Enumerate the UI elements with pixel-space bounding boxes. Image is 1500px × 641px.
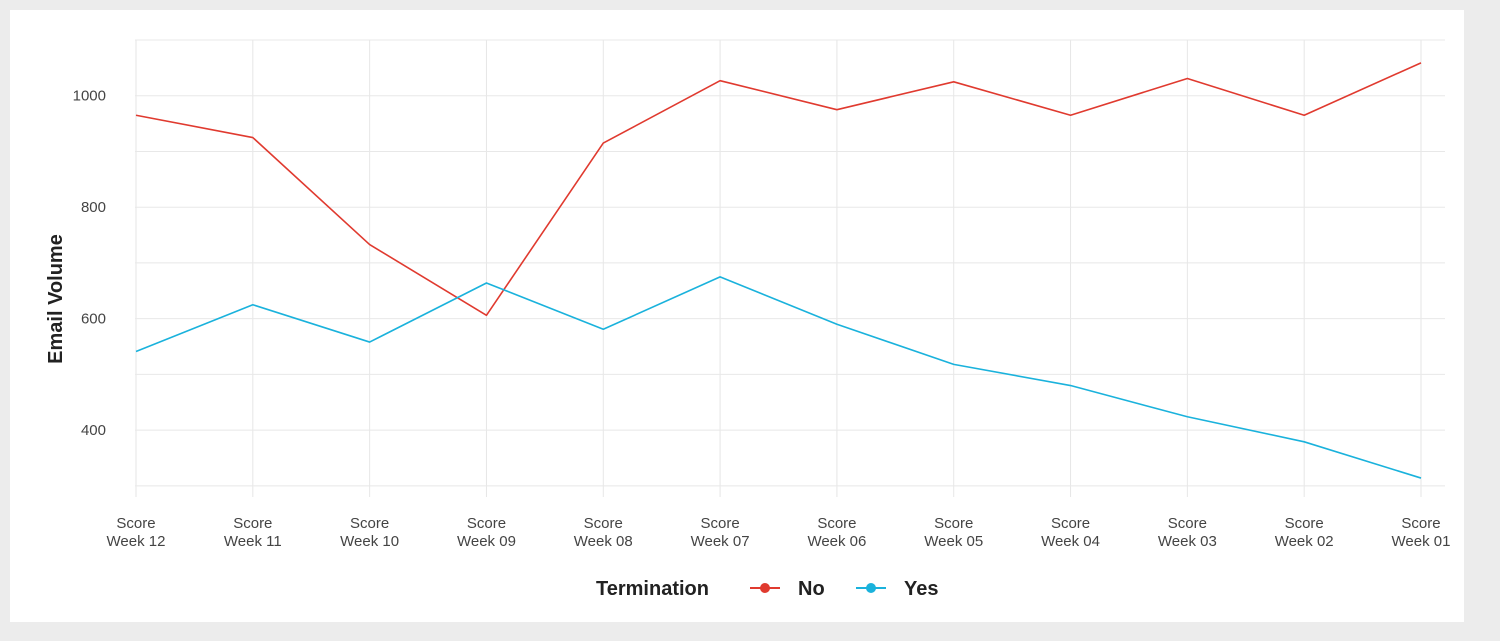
- legend-item-no: No: [750, 578, 825, 600]
- x-tick-label: Score Week 03: [1158, 515, 1217, 550]
- x-tick-label: Score Week 09: [457, 515, 516, 550]
- y-axis-label: Email Volume: [45, 234, 67, 364]
- legend-key-dot: [760, 583, 770, 593]
- x-tick-label: Score Week 07: [691, 515, 750, 550]
- legend-label: Yes: [904, 578, 938, 600]
- y-tick-label: 400: [81, 422, 106, 439]
- x-tick-label: Score Week 05: [924, 515, 983, 550]
- series-lines: [135, 62, 1422, 479]
- x-tick-label: Score Week 01: [1392, 515, 1451, 550]
- series-line-yes: [135, 276, 1422, 479]
- legend-item-yes: Yes: [856, 578, 938, 600]
- grid-lines: [135, 39, 1445, 497]
- x-tick-label: Score Week 12: [107, 515, 166, 550]
- x-tick-label: Score Week 08: [574, 515, 633, 550]
- y-tick-label: 800: [81, 199, 106, 216]
- y-tick-label: 600: [81, 311, 106, 328]
- legend: Termination No Yes: [596, 578, 938, 600]
- legend-title: Termination: [596, 578, 709, 600]
- y-axis-ticks: 400 600 800 1000: [73, 88, 106, 439]
- series-line-no: [135, 62, 1422, 317]
- x-tick-label: Score Week 10: [340, 515, 399, 550]
- x-tick-label: Score Week 04: [1041, 515, 1100, 550]
- legend-key-dot: [866, 583, 876, 593]
- y-tick-label: 1000: [73, 88, 106, 105]
- chart-card: 400 600 800 1000 Score Week 12 Score Week 11 Sc…: [10, 10, 1464, 622]
- x-tick-label: Score Week 06: [807, 515, 866, 550]
- x-tick-label: Score Week 02: [1275, 515, 1334, 550]
- x-axis-ticks: Score Week 12 Score Week 11 Score Week 10 Scor…: [107, 515, 1451, 550]
- x-tick-label: Score Week 11: [224, 515, 282, 550]
- legend-label: No: [798, 578, 825, 600]
